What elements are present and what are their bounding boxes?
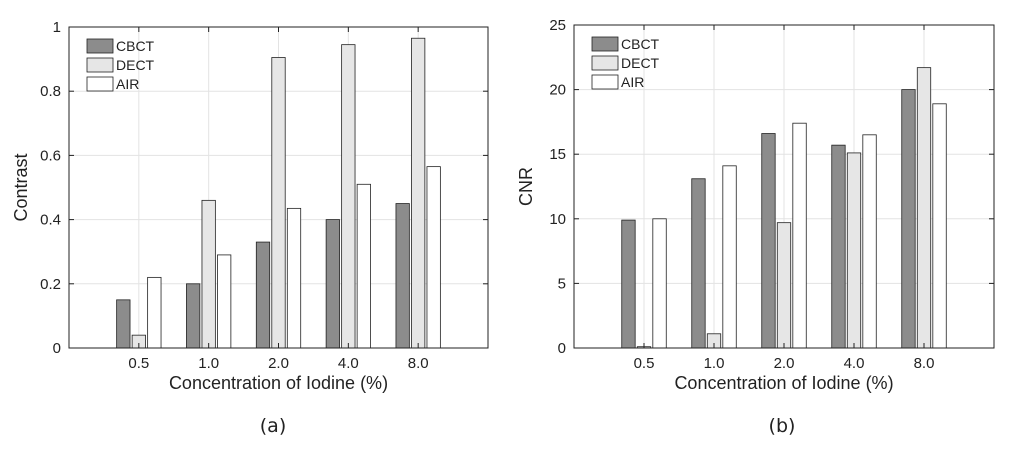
y-tick-label: 25 <box>549 17 566 34</box>
bar-cbct-4.0 <box>831 144 846 349</box>
y-tick-label: 1 <box>53 19 61 36</box>
bar-cbct-8.0 <box>395 203 410 349</box>
y-tick-label: 0 <box>558 340 566 357</box>
y-tick-label: 0.4 <box>40 212 61 229</box>
legend-label-cbct: CBCT <box>621 36 660 52</box>
x-tick-label: 8.0 <box>914 355 935 372</box>
legend-swatch-cbct <box>591 36 619 52</box>
bar-cbct-2.0 <box>255 241 271 349</box>
bar-dect-2.0 <box>776 222 792 349</box>
bar-air-8.0 <box>426 166 441 349</box>
x-tick-label: 1.0 <box>704 355 725 372</box>
x-tick-label: 8.0 <box>408 355 429 372</box>
bar-cbct-1.0 <box>186 283 201 349</box>
bar-air-4.0 <box>862 134 877 349</box>
y-tick-label: 0 <box>53 340 61 357</box>
chart-panel-b: 0 5 10 15 20 25 0.5 1.0 2.0 4.0 8.0 Concentration o… <box>516 17 995 437</box>
bar-dect-8.0 <box>411 37 426 349</box>
y-axis-label: CNR <box>516 167 536 206</box>
y-axis-label: Contrast <box>11 153 31 221</box>
x-tick-label: 0.5 <box>634 355 655 372</box>
bar-cbct-2.0 <box>761 133 776 349</box>
legend-swatch-dect <box>591 55 619 71</box>
legend-label-air: AIR <box>116 76 139 92</box>
x-tick-label: 4.0 <box>338 355 359 372</box>
y-tick-label: 0.8 <box>40 83 61 100</box>
y-tick-label: 15 <box>549 146 566 163</box>
bar-air-4.0 <box>356 183 371 349</box>
bar-dect-2.0 <box>271 57 286 349</box>
legend-label-cbct: CBCT <box>116 38 155 54</box>
legend-label-dect: DECT <box>116 57 155 73</box>
y-tick-label: 5 <box>558 275 566 292</box>
x-axis-label: Concentration of Iodine (%) <box>674 373 893 393</box>
bar-cbct-8.0 <box>901 89 916 349</box>
bar-air-1.0 <box>722 165 737 349</box>
legend-label-air: AIR <box>621 74 644 90</box>
x-tick-label: 4.0 <box>844 355 865 372</box>
bar-dect-4.0 <box>846 152 862 349</box>
bar-dect-8.0 <box>916 67 932 349</box>
y-tick-label: 20 <box>549 82 566 99</box>
bar-air-2.0 <box>792 122 807 349</box>
bar-air-2.0 <box>286 207 302 349</box>
y-tick-label: 0.2 <box>40 276 61 293</box>
bar-cbct-1.0 <box>691 178 706 349</box>
legend-swatch-air <box>591 74 619 90</box>
bar-dect-4.0 <box>341 44 356 349</box>
panel-caption: (b) <box>769 415 796 437</box>
chart-panel-a: 0 0.2 0.4 0.6 0.8 1 0.5 1.0 2.0 4.0 8.0 Concentrati… <box>11 19 489 437</box>
bar-cbct-0.5 <box>621 219 636 349</box>
bar-cbct-0.5 <box>116 299 131 349</box>
x-tick-label: 1.0 <box>198 355 219 372</box>
panel-caption: (a) <box>260 415 286 437</box>
legend-swatch-air <box>86 76 114 92</box>
legend-swatch-dect <box>86 57 114 73</box>
y-tick-label: 10 <box>549 211 566 228</box>
bar-dect-1.0 <box>201 199 216 349</box>
bar-air-0.5 <box>652 218 667 349</box>
bar-air-0.5 <box>147 276 162 349</box>
y-tick-label: 0.6 <box>40 147 61 164</box>
x-tick-label: 0.5 <box>128 355 149 372</box>
x-tick-label: 2.0 <box>268 355 289 372</box>
legend-label-dect: DECT <box>621 55 660 71</box>
x-axis-label: Concentration of Iodine (%) <box>169 373 388 393</box>
bar-cbct-4.0 <box>325 219 340 349</box>
x-tick-label: 2.0 <box>774 355 795 372</box>
legend-swatch-cbct <box>86 38 114 54</box>
bar-air-8.0 <box>932 103 947 349</box>
bar-air-1.0 <box>217 254 232 349</box>
